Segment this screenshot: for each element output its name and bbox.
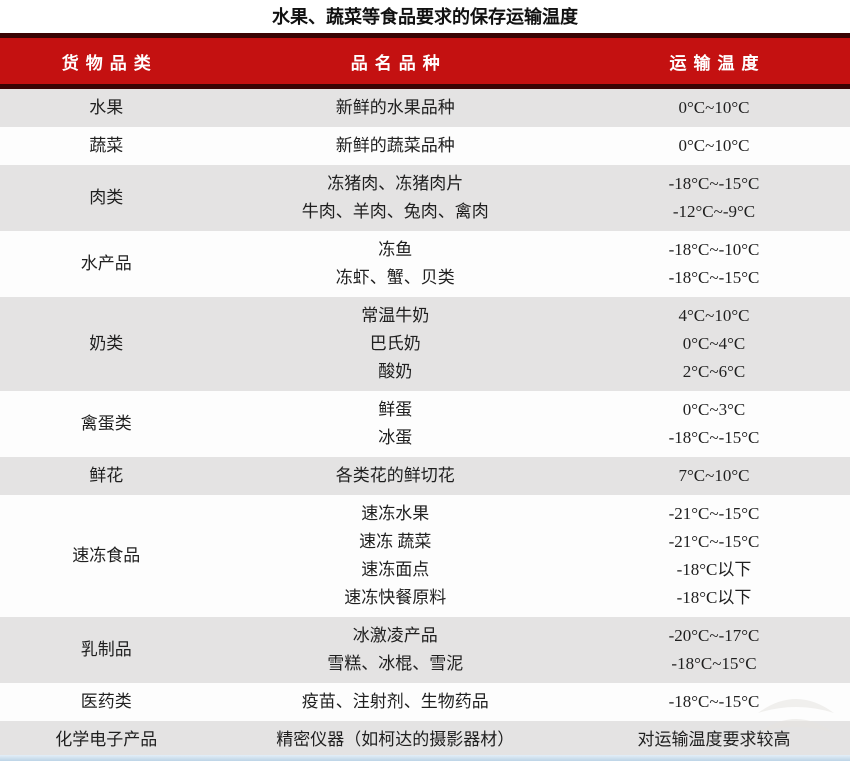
temps-cell: 0°C~10°C xyxy=(578,94,850,122)
item-line: 鲜蛋 xyxy=(378,400,413,419)
temp-line: -12°C~-9°C xyxy=(672,202,756,221)
temp-line: 7°C~10°C xyxy=(678,466,750,485)
items-cell: 各类花的鲜切花 xyxy=(213,462,579,490)
temps-cell: 7°C~10°C xyxy=(578,462,850,490)
table-row: 乳制品 冰激凌产品雪糕、冰棍、雪泥 -20°C~-17°C -18°C~15°C xyxy=(0,617,850,683)
temp-line: 对运输温度要求较高 xyxy=(637,730,791,749)
items-cell: 新鲜的水果品种 xyxy=(213,94,579,122)
category-cell: 肉类 xyxy=(89,188,124,207)
temp-line: -18°C以下 xyxy=(676,560,752,579)
items-cell: 冻猪肉、冻猪肉片牛肉、羊肉、兔肉、禽肉 xyxy=(213,170,579,226)
items-cell: 冰激凌产品雪糕、冰棍、雪泥 xyxy=(213,622,579,678)
temps-cell: -21°C~-15°C -21°C~-15°C -18°C以下 -18°C以下 xyxy=(578,500,850,612)
items-cell: 疫苗、注射剂、生物药品 xyxy=(213,688,579,716)
temp-line: -18°C~-15°C xyxy=(668,268,760,287)
temp-line: 0°C~4°C xyxy=(682,334,746,353)
item-line: 酸奶 xyxy=(378,362,413,381)
category-cell: 医药类 xyxy=(80,692,132,711)
category-cell: 蔬菜 xyxy=(89,136,124,155)
category-cell: 水果 xyxy=(89,98,124,117)
category-cell: 奶类 xyxy=(89,334,124,353)
items-cell: 常温牛奶 巴氏奶 酸奶 xyxy=(213,302,579,386)
item-line: 各类花的鲜切花 xyxy=(335,466,455,485)
item-line: 疫苗、注射剂、生物药品 xyxy=(301,692,489,711)
table-row: 禽蛋类 鲜蛋冰蛋 0°C~3°C -18°C~-15°C xyxy=(0,391,850,457)
category-cell: 鲜花 xyxy=(89,466,124,485)
items-cell: 鲜蛋 冰蛋 xyxy=(213,396,579,452)
temp-line: 0°C~3°C xyxy=(682,400,746,419)
item-line: 速冻面点 xyxy=(361,560,430,579)
items-cell: 新鲜的蔬菜品种 xyxy=(213,132,579,160)
category-cell: 水产品 xyxy=(80,254,132,273)
bottom-strip xyxy=(0,755,850,761)
temp-line: -18°C以下 xyxy=(676,588,752,607)
page-title: 水果、蔬菜等食品要求的保存运输温度 xyxy=(272,7,578,27)
table-row: 肉类 冻猪肉、冻猪肉片牛肉、羊肉、兔肉、禽肉 -18°C~-15°C -12°C~… xyxy=(0,165,850,231)
temps-cell: 0°C~3°C -18°C~-15°C xyxy=(578,396,850,452)
temperature-table: 货物品类 品名品种 运输温度 水果 新鲜的水果品种 0°C~10°C 蔬菜 新鲜… xyxy=(0,33,850,759)
temp-line: 4°C~10°C xyxy=(678,306,750,325)
temp-line: -18°C~-15°C xyxy=(668,428,760,447)
items-cell: 速冻水果速冻 蔬菜速冻面点速冻快餐原料 xyxy=(213,500,579,612)
table-header-row: 货物品类 品名品种 运输温度 xyxy=(0,33,850,89)
temps-cell: -18°C~-10°C -18°C~-15°C xyxy=(578,236,850,292)
item-line: 冻猪肉、冻猪肉片 xyxy=(327,174,464,193)
temps-cell: 4°C~10°C 0°C~4°C 2°C~6°C xyxy=(578,302,850,386)
temps-cell: 0°C~10°C xyxy=(578,132,850,160)
table-row: 水果 新鲜的水果品种 0°C~10°C xyxy=(0,89,850,127)
items-cell: 冻鱼 冻虾、蟹、贝类 xyxy=(213,236,579,292)
header-cell-product: 品名品种 xyxy=(350,53,447,73)
temp-line: -21°C~-15°C xyxy=(668,504,760,523)
item-line: 新鲜的水果品种 xyxy=(335,98,455,117)
category-cell: 化学电子产品 xyxy=(55,730,158,749)
temp-line: -18°C~15°C xyxy=(671,654,757,673)
temp-line: -18°C~-15°C xyxy=(668,174,760,193)
item-line: 常温牛奶 xyxy=(361,306,430,325)
temp-line: -20°C~-17°C xyxy=(668,626,760,645)
table-row: 蔬菜 新鲜的蔬菜品种 0°C~10°C xyxy=(0,127,850,165)
item-line: 精密仪器（如柯达的摄影器材） xyxy=(276,730,515,749)
item-line: 雪糕、冰棍、雪泥 xyxy=(327,654,464,673)
item-line: 冰激凌产品 xyxy=(352,626,438,645)
items-cell: 精密仪器（如柯达的摄影器材） xyxy=(213,726,579,754)
table-row: 鲜花 各类花的鲜切花 7°C~10°C xyxy=(0,457,850,495)
temps-cell: -20°C~-17°C -18°C~15°C xyxy=(578,622,850,678)
temps-cell: 对运输温度要求较高 xyxy=(578,726,850,754)
temps-cell: -18°C~-15°C -12°C~-9°C xyxy=(578,170,850,226)
item-line: 冻鱼 xyxy=(378,240,413,259)
item-line: 新鲜的蔬菜品种 xyxy=(335,136,455,155)
item-line: 冻虾、蟹、贝类 xyxy=(335,268,455,287)
temp-line: 0°C~10°C xyxy=(678,98,750,117)
temp-line: 0°C~10°C xyxy=(678,136,750,155)
temp-line: 2°C~6°C xyxy=(682,362,746,381)
item-line: 牛肉、羊肉、兔肉、禽肉 xyxy=(301,202,489,221)
category-cell: 速冻食品 xyxy=(72,546,141,565)
header-cell-temperature: 运输温度 xyxy=(669,53,766,73)
table-row: 奶类 常温牛奶巴氏奶酸奶 4°C~10°C 0°C~4°C 2°C~6°C xyxy=(0,297,850,391)
item-line: 巴氏奶 xyxy=(369,334,421,353)
item-line: 速冻水果 xyxy=(361,504,430,523)
temp-line: -18°C~-10°C xyxy=(668,240,760,259)
header-cell-category: 货物品类 xyxy=(61,53,158,73)
temps-cell: -18°C~-15°C xyxy=(578,688,850,716)
temp-line: -21°C~-15°C xyxy=(668,532,760,551)
item-line: 速冻快餐原料 xyxy=(344,588,447,607)
table-row: 医药类 疫苗、注射剂、生物药品 -18°C~-15°C xyxy=(0,683,850,721)
item-line: 冰蛋 xyxy=(378,428,413,447)
table-row: 水产品 冻鱼冻虾、蟹、贝类 -18°C~-10°C -18°C~-15°C xyxy=(0,231,850,297)
table-row: 速冻食品 速冻水果 速冻 蔬菜 速冻面点 速冻快餐原料 -21°C~-15°C -21°… xyxy=(0,495,850,617)
table-row: 化学电子产品 精密仪器（如柯达的摄影器材） 对运输温度要求较高 xyxy=(0,721,850,759)
table-body: 水果 新鲜的水果品种 0°C~10°C 蔬菜 新鲜的蔬菜品种 0°C~10°C … xyxy=(0,89,850,759)
item-line: 速冻 蔬菜 xyxy=(359,532,432,551)
temp-line: -18°C~-15°C xyxy=(668,692,760,711)
category-cell: 禽蛋类 xyxy=(80,414,132,433)
category-cell: 乳制品 xyxy=(80,640,132,659)
